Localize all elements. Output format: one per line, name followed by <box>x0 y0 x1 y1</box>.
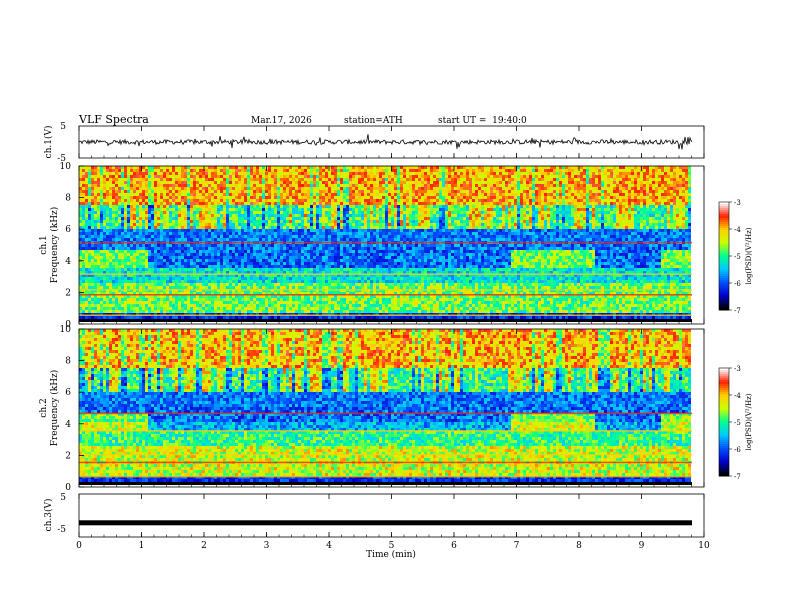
ch1-ytick-label: 2 <box>65 288 71 298</box>
ch1-tick-top: 5 <box>60 122 66 132</box>
time-tick-label: 1 <box>139 541 145 551</box>
ch1-colorbar-label: log(PSD)(V²/Hz) <box>745 227 753 284</box>
time-tick-label: 6 <box>451 541 457 551</box>
time-tick-label: 0 <box>76 541 82 551</box>
ch3-waveform-panel: 5 -5 ch.3(V) <box>43 493 705 538</box>
ch1-label: ch.1 <box>39 235 49 254</box>
figure-title: VLF Spectra <box>78 113 149 126</box>
time-axis-label: Time (min) <box>366 549 416 560</box>
date-label: Mar.17, 2026 <box>251 116 312 126</box>
ch1-tick-bottom: -5 <box>57 154 66 164</box>
ch1-ytick-label: 0 <box>65 320 71 330</box>
ch1-axis-label: ch.1(V) <box>43 126 54 159</box>
ch2-ytick-label: 4 <box>65 420 71 430</box>
ch1-spectrogram-panel: 0 2 4 6 8 10 ch.1 Frequency (kHz) -3 -4 -5 -6 -7 l… <box>39 162 753 330</box>
ch1-ytick-label: 10 <box>60 162 72 172</box>
time-tick-label: 9 <box>639 541 645 551</box>
ch1-ytick-label: 4 <box>65 257 71 267</box>
start-time-label: start UT = 19:40:0 <box>438 116 527 126</box>
ch2-spectrogram-image <box>79 329 704 487</box>
ch1-colorbar-tick: -6 <box>734 280 741 288</box>
ch1-waveform-panel: 5 -5 ch.1(V) <box>43 122 705 164</box>
time-tick-label: 5 <box>389 541 395 551</box>
ch2-spectrogram-panel: 0 2 4 6 8 10 ch.2 Frequency (kHz) -3 -4 -5 -6 -7 l… <box>39 325 753 493</box>
ch3-tick-bottom: -5 <box>57 525 66 535</box>
ch1-colorbar-tick: -7 <box>734 307 741 315</box>
ch2-ytick-label: 6 <box>65 388 71 398</box>
ch3-waveform-trace <box>79 520 692 526</box>
ch2-colorbar-tick: -7 <box>734 473 741 481</box>
ch2-colorbar-tick: -3 <box>734 365 741 373</box>
ch2-label: ch.2 <box>39 398 49 417</box>
ch2-colorbar-tick: -5 <box>734 419 741 427</box>
ch2-ytick-label: 8 <box>65 357 71 367</box>
ch1-frequency-axis-label: Frequency (kHz) <box>49 207 60 284</box>
ch2-colorbar-label: log(PSD)(V²/Hz) <box>745 393 753 450</box>
ch2-colorbar: -3 -4 -5 -6 -7 log(PSD)(V²/Hz) <box>718 365 753 481</box>
ch2-ytick-label: 10 <box>60 325 72 335</box>
time-tick-label: 4 <box>326 541 332 551</box>
ch1-colorbar: -3 -4 -5 -6 -7 log(PSD)(V²/Hz) <box>718 199 753 315</box>
ch1-ytick-label: 8 <box>65 194 71 204</box>
ch1-colorbar-tick: -5 <box>734 253 741 261</box>
station-label: station=ATH <box>344 116 403 126</box>
ch1-waveform-trace <box>78 134 693 150</box>
ch1-spectrogram-image <box>79 166 704 324</box>
time-tick-label: 7 <box>514 541 520 551</box>
ch1-colorbar-tick: -3 <box>734 199 741 207</box>
ch1-colorbar-tick: -4 <box>734 226 741 234</box>
ch2-colorbar-tick: -6 <box>734 446 741 454</box>
time-tick-label: 3 <box>264 541 270 551</box>
time-tick-label: 8 <box>576 541 582 551</box>
time-tick-label: 2 <box>201 541 207 551</box>
ch2-frequency-axis-label: Frequency (kHz) <box>49 370 60 447</box>
ch2-colorbar-tick: -4 <box>734 392 741 400</box>
time-axis: 0 1 2 3 4 5 6 7 8 9 10 <box>76 126 710 551</box>
ch3-tick-top: 5 <box>60 493 66 503</box>
ch3-axis-label: ch.3(V) <box>43 499 54 532</box>
ch1-ytick-label: 6 <box>65 225 71 235</box>
time-tick-label: 10 <box>698 541 710 551</box>
ch2-ytick-label: 0 <box>65 483 71 493</box>
ch2-ytick-label: 2 <box>65 451 71 461</box>
